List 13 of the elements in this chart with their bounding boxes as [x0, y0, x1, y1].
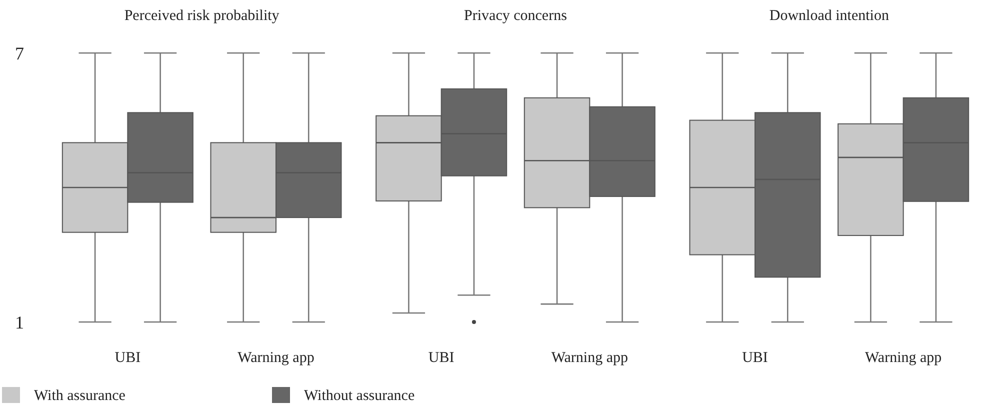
- chart-title: Perceived risk probability: [124, 8, 280, 24]
- x-tick-label: UBI: [742, 350, 768, 366]
- y-tick-label: 7: [15, 43, 24, 64]
- y-tick-label: 1: [15, 312, 24, 332]
- legend-label: Without assurance: [304, 388, 415, 404]
- chart-title: Privacy concerns: [464, 8, 568, 24]
- legend-label: With assurance: [34, 388, 126, 404]
- x-tick-label: UBI: [114, 350, 141, 366]
- chart-title: Download intention: [769, 8, 890, 24]
- x-tick-label: UBI: [428, 350, 454, 366]
- x-tick-label: Warning app: [238, 350, 314, 366]
- x-tick-label: Warning app: [551, 350, 628, 366]
- x-tick-label: Warning app: [864, 350, 942, 366]
